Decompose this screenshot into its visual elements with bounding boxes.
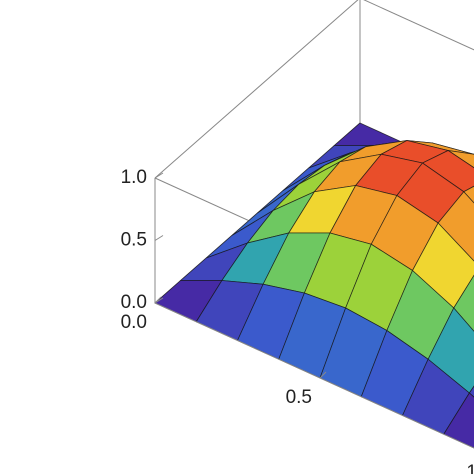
z-tick-label: 0.0 — [121, 292, 147, 313]
surface-patch — [453, 274, 474, 332]
surface-patch — [468, 385, 474, 398]
z-tick — [154, 235, 164, 241]
x-tick-label: 0.5 — [286, 387, 312, 408]
z-tick-label: 1.0 — [121, 167, 147, 188]
surface-patch — [463, 185, 474, 204]
surface-patch — [333, 122, 403, 146]
z-tick — [154, 172, 164, 179]
x-tick-label: 1 — [466, 462, 474, 474]
z-tick-label: 0.5 — [121, 230, 147, 251]
x-tick-label: 0.0 — [121, 312, 147, 333]
box-edge — [363, 0, 474, 51]
x-tick — [319, 371, 327, 379]
box-edge — [154, 0, 359, 179]
x-tick — [154, 296, 162, 304]
